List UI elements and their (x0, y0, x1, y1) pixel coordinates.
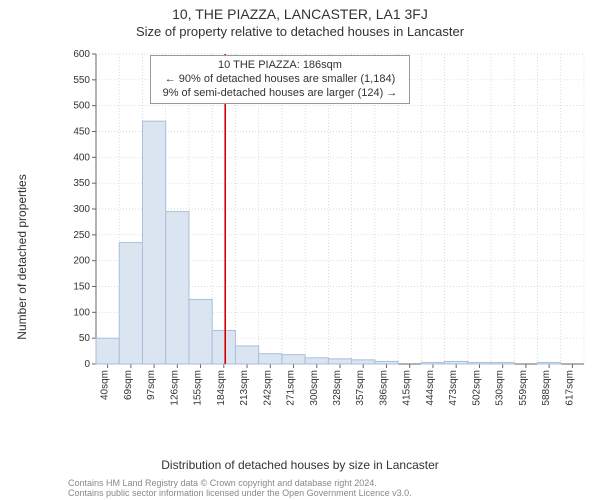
svg-text:450: 450 (73, 127, 90, 138)
svg-text:357sqm: 357sqm (355, 370, 366, 406)
svg-text:473sqm: 473sqm (448, 370, 459, 406)
callout-line-larger: 9% of semi-detached houses are larger (1… (157, 87, 403, 101)
svg-text:184sqm: 184sqm (216, 370, 227, 406)
svg-text:559sqm: 559sqm (518, 370, 529, 406)
svg-text:97sqm: 97sqm (146, 370, 157, 400)
svg-text:328sqm: 328sqm (332, 370, 343, 406)
svg-text:530sqm: 530sqm (495, 370, 506, 406)
svg-text:200: 200 (73, 256, 90, 267)
svg-text:386sqm: 386sqm (378, 370, 389, 406)
svg-text:242sqm: 242sqm (262, 370, 273, 406)
chart-subtitle: Size of property relative to detached ho… (0, 24, 600, 39)
chart-container: { "title": "10, THE PIAZZA, LANCASTER, L… (0, 0, 600, 500)
svg-text:300: 300 (73, 204, 90, 215)
svg-text:126sqm: 126sqm (169, 370, 180, 406)
svg-text:155sqm: 155sqm (193, 370, 204, 406)
callout-line-smaller: ← 90% of detached houses are smaller (1,… (157, 73, 403, 87)
footnote-line-2: Contains public sector information licen… (68, 488, 412, 498)
svg-text:588sqm: 588sqm (541, 370, 552, 406)
svg-text:40sqm: 40sqm (100, 370, 111, 400)
svg-text:69sqm: 69sqm (123, 370, 134, 400)
svg-text:400: 400 (73, 152, 90, 163)
svg-text:502sqm: 502sqm (471, 370, 482, 406)
svg-text:550: 550 (73, 75, 90, 86)
x-axis-label: Distribution of detached houses by size … (0, 458, 600, 472)
svg-text:444sqm: 444sqm (425, 370, 436, 406)
svg-text:213sqm: 213sqm (239, 370, 250, 406)
callout-headline: 10 THE PIAZZA: 186sqm (157, 59, 403, 73)
svg-text:300sqm: 300sqm (309, 370, 320, 406)
svg-text:500: 500 (73, 101, 90, 112)
svg-text:0: 0 (84, 359, 90, 370)
svg-text:600: 600 (73, 50, 90, 60)
svg-text:271sqm: 271sqm (286, 370, 297, 406)
y-axis-label: Number of detached properties (15, 127, 29, 387)
svg-text:100: 100 (73, 307, 90, 318)
svg-text:250: 250 (73, 230, 90, 241)
svg-text:350: 350 (73, 178, 90, 189)
callout-box: 10 THE PIAZZA: 186sqm ← 90% of detached … (150, 55, 410, 104)
svg-text:415sqm: 415sqm (402, 370, 413, 406)
svg-text:50: 50 (79, 333, 91, 344)
footnote-line-1: Contains HM Land Registry data © Crown c… (68, 478, 377, 488)
svg-text:617sqm: 617sqm (564, 370, 575, 406)
svg-text:150: 150 (73, 282, 90, 293)
chart-title: 10, THE PIAZZA, LANCASTER, LA1 3FJ (0, 6, 600, 22)
